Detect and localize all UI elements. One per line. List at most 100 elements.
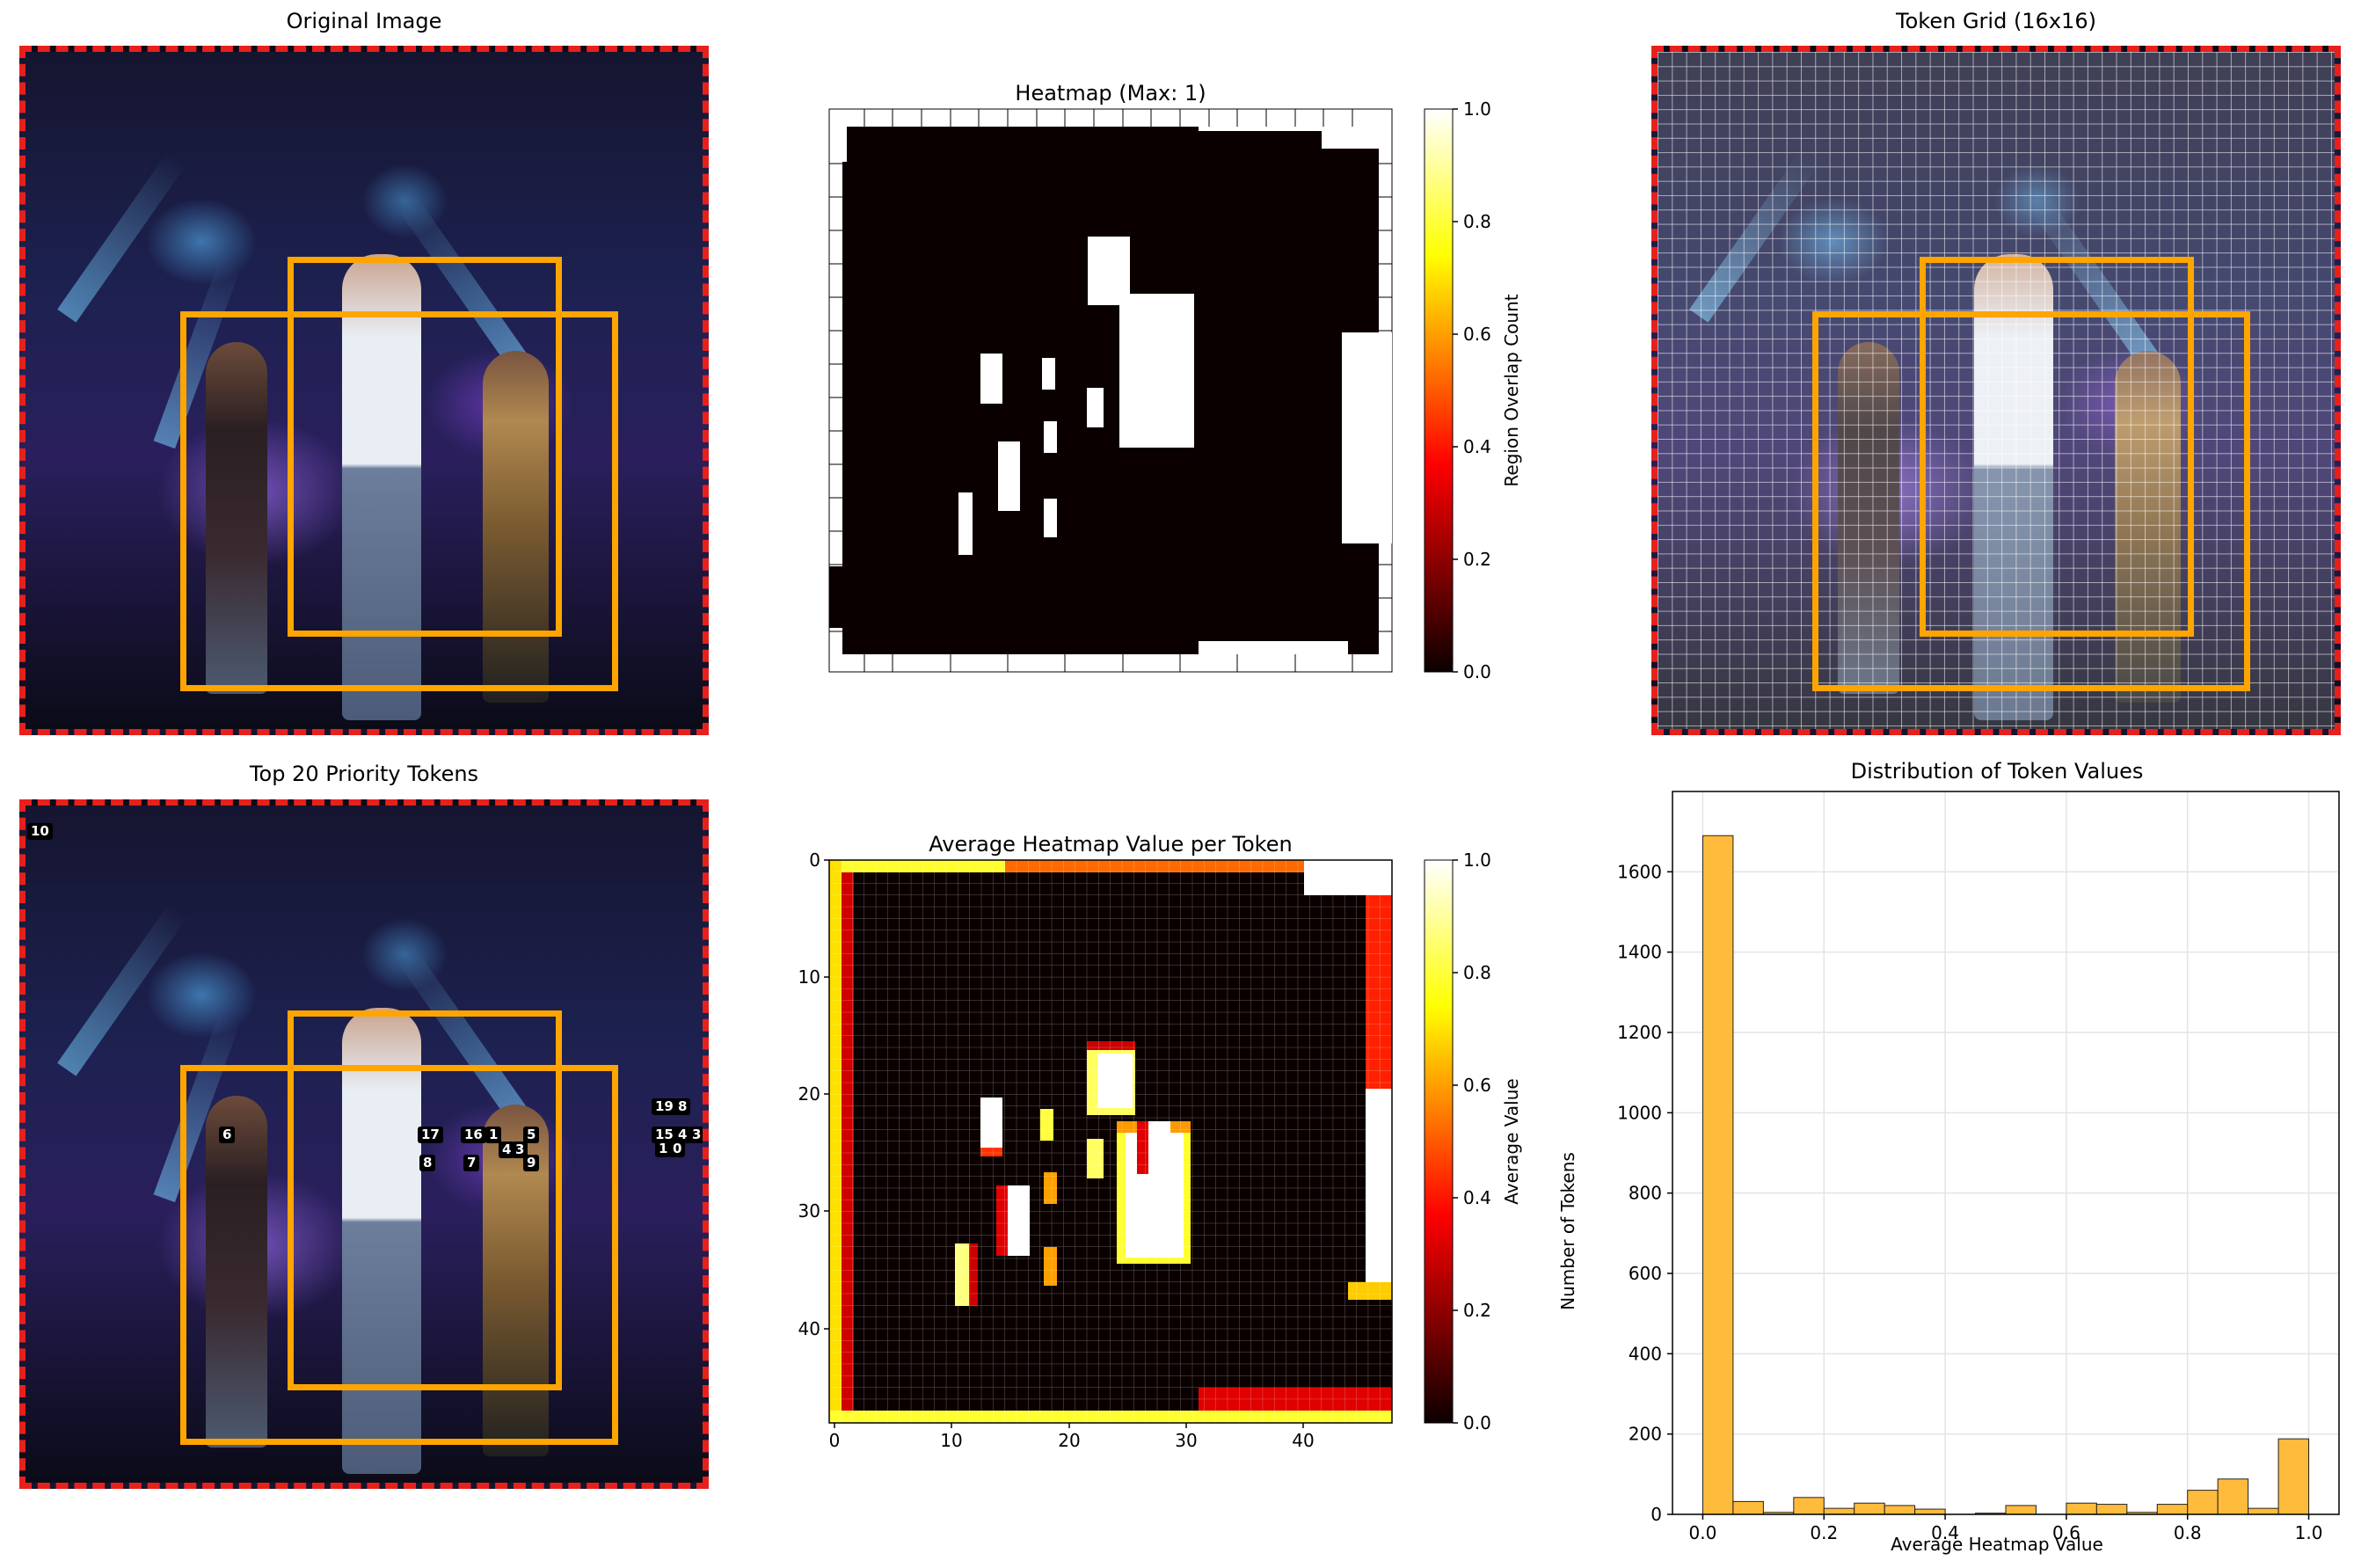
avg-cbar-tick: 0.8: [1463, 962, 1491, 983]
token-grid-photo: [1651, 46, 2341, 735]
heatmap-cbar-tick: 0.0: [1463, 661, 1491, 682]
token-label: 2: [703, 1127, 709, 1143]
token-label: 3: [512, 1141, 528, 1158]
histogram-bar: [2005, 1505, 2037, 1515]
avg-x-tick: 10: [940, 1430, 962, 1451]
histogram-bar: [2066, 1502, 2097, 1515]
token-label: 6: [219, 1127, 236, 1143]
token-label: 0: [669, 1141, 686, 1157]
token-label: 3: [689, 1127, 703, 1143]
token-label: 1: [655, 1141, 672, 1157]
token-label: 17: [418, 1127, 443, 1143]
plot-frame: [1672, 791, 2340, 1515]
histogram-axes: 0.0 0.2 0.4 0.6 0.8 1.0 0 200 400 600 800 1000 1200 1…: [1617, 791, 2340, 1543]
x-tick-label: 0.6: [2052, 1522, 2080, 1543]
histogram-bar: [2277, 1438, 2310, 1515]
heatmap-cbar-tick: 0.8: [1463, 211, 1491, 232]
heatmap-hot-cells: [958, 237, 1392, 555]
avg-cbar-tick: 0.2: [1463, 1300, 1491, 1321]
x-tick-label: 0.8: [2174, 1522, 2202, 1543]
y-tick-label: 1600: [1617, 861, 1662, 882]
original-photo: [19, 46, 709, 735]
histogram-bar: [1793, 1497, 1825, 1515]
avg-y-tick: 40: [798, 1318, 820, 1339]
avg-heatmap-plot: [828, 859, 1393, 1424]
y-tick-label: 0: [1651, 1504, 1662, 1525]
token-label: 16: [461, 1127, 486, 1143]
histogram-bar: [1702, 835, 1734, 1515]
heatmap-colorbar: 1.0 0.8 0.6 0.4 0.2 0.0 Region Overlap C…: [1424, 98, 1522, 682]
token-label: 5: [523, 1127, 540, 1143]
y-tick-label: 800: [1629, 1183, 1662, 1204]
histogram-bar: [2187, 1490, 2219, 1515]
token-label: 9: [523, 1155, 540, 1171]
top-tokens-photo: 10 6 17 16 1 5 4 3 8 7 9 19 8 15 4 3 2 1…: [19, 799, 709, 1489]
histogram-gridlines: [1672, 791, 2339, 1515]
x-tick-label: 0.4: [1931, 1522, 1959, 1543]
token-label: 1: [485, 1127, 502, 1143]
y-tick-label: 600: [1629, 1263, 1662, 1284]
singer-left-figure: [206, 342, 267, 694]
bbox-2: [1812, 311, 2250, 691]
token-label: 7: [463, 1155, 480, 1171]
y-tick-label: 1400: [1617, 942, 1662, 963]
avg-cbar-tick: 0.4: [1463, 1187, 1491, 1208]
token-grid-title: Token Grid (16x16): [1896, 9, 2096, 33]
histogram-bars: [1702, 835, 2310, 1515]
histogram-bar: [1884, 1505, 1916, 1515]
histogram-bar: [1854, 1502, 1885, 1515]
avg-cbar-label: Average Value: [1501, 1078, 1522, 1204]
histogram-bar: [2248, 1507, 2279, 1515]
original-image-title: Original Image: [286, 9, 442, 33]
x-tick-label: 0.0: [1689, 1522, 1717, 1543]
histogram-bar: [1914, 1508, 1946, 1515]
histogram-ylabel: Number of Tokens: [1557, 1152, 1578, 1310]
token-gridlines: [1658, 52, 2335, 729]
y-tick-label: 400: [1629, 1343, 1662, 1364]
heatmap-plot: [828, 108, 1393, 673]
x-tick-label: 0.2: [1810, 1522, 1838, 1543]
top-tokens-title: Top 20 Priority Tokens: [249, 762, 479, 786]
distribution-histogram: Distribution of Token Values 0.0 0.2 0.4 0.…: [1557, 759, 2340, 1555]
avg-y-tick: 10: [798, 966, 820, 988]
token-label: 4: [499, 1141, 515, 1158]
y-tick-label: 200: [1629, 1424, 1662, 1445]
avg-cbar-tick: 0.0: [1463, 1412, 1491, 1433]
histogram-bar: [1732, 1500, 1764, 1515]
token-label: 8: [419, 1155, 436, 1171]
avg-y-tick: 30: [798, 1200, 820, 1222]
histogram-bar: [2217, 1478, 2249, 1515]
bbox-1: [288, 257, 562, 637]
y-tick-label: 1200: [1617, 1022, 1662, 1043]
avg-y-tick: 20: [798, 1083, 820, 1105]
histogram-bar: [1823, 1507, 1855, 1515]
histogram-bar: [2095, 1504, 2128, 1515]
heatmap-cbar-tick: 0.4: [1463, 436, 1491, 457]
performer-figure: [342, 254, 421, 720]
avg-y-tick: 0: [809, 850, 820, 871]
heatmap-cbar-tick: 0.6: [1463, 324, 1491, 345]
avg-cbar-tick: 1.0: [1463, 850, 1491, 871]
avg-x-tick: 20: [1058, 1430, 1080, 1451]
avg-heatmap-colorbar: 1.0 0.8 0.6 0.4 0.2 0.0 Average Value: [1424, 850, 1522, 1433]
token-label: 10: [27, 823, 53, 840]
avg-x-tick: 40: [1292, 1430, 1314, 1451]
histogram-title: Distribution of Token Values: [1851, 759, 2144, 784]
avg-x-tick: 30: [1175, 1430, 1197, 1451]
heatmap-cbar-tick: 1.0: [1463, 98, 1491, 120]
avg-heatmap-axes: 0 10 20 30 40 0 10 20 30 40: [798, 850, 1315, 1451]
heatmap-title: Heatmap (Max: 1): [1015, 81, 1206, 106]
singer-right-figure: [483, 351, 549, 703]
token-label: 19: [652, 1098, 677, 1115]
heatmap-cbar-label: Region Overlap Count: [1501, 294, 1522, 486]
bbox-1: [1920, 257, 2194, 637]
avg-heatmap-title: Average Heatmap Value per Token: [929, 832, 1293, 857]
histogram-bar: [2156, 1504, 2189, 1515]
histogram-xlabel: Average Heatmap Value: [1891, 1534, 2103, 1555]
heatmap-dark-region: [829, 127, 1379, 654]
x-tick-label: 1.0: [2295, 1522, 2323, 1543]
bbox-2: [180, 311, 618, 691]
token-label: 15: [652, 1127, 677, 1143]
avg-cbar-tick: 0.6: [1463, 1075, 1491, 1096]
y-tick-label: 1000: [1617, 1102, 1662, 1123]
